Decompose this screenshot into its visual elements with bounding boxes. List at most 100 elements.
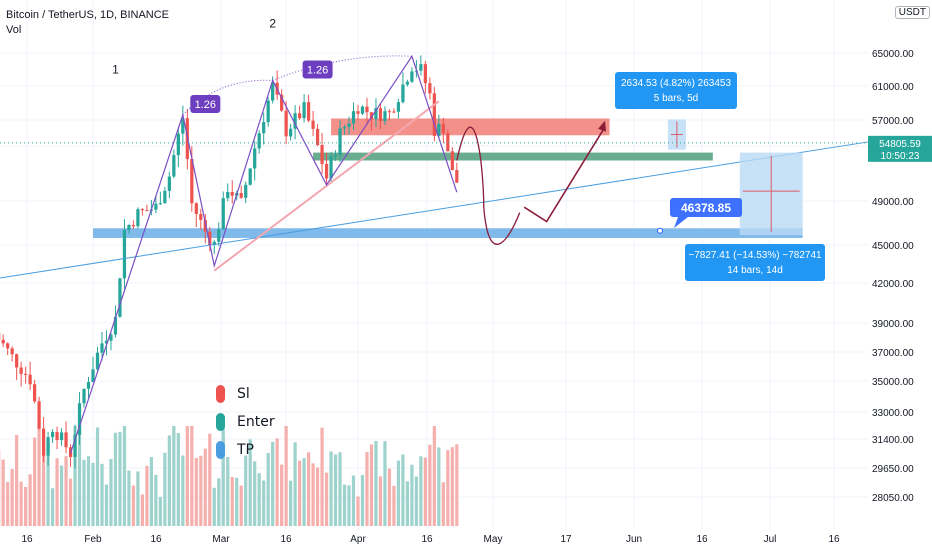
measure-up-line1: 2634.53 (4.82%) 263453 <box>621 78 732 89</box>
volume-bar <box>176 433 180 526</box>
candle-body <box>194 203 198 214</box>
volume-bar <box>239 485 243 526</box>
volume-bar <box>441 482 445 526</box>
volume-bar <box>446 450 450 526</box>
measure-down-line2: 14 bars, 14d <box>727 265 783 276</box>
volume-bar <box>356 496 360 526</box>
candle-body <box>217 229 221 242</box>
candle-body <box>302 102 306 119</box>
volume-bar <box>302 458 306 526</box>
volume-bar <box>437 447 441 526</box>
candle-body <box>28 374 32 385</box>
legend-item-tp: TP <box>216 436 275 464</box>
volume-bar <box>253 461 257 526</box>
candle-body <box>122 229 127 279</box>
volume-bar <box>450 447 454 526</box>
candle-body <box>95 352 100 370</box>
volume-indicator-label[interactable]: Vol <box>6 24 22 36</box>
volume-bar <box>271 441 275 526</box>
volume-bar <box>221 428 225 526</box>
measure-down-line1: −7827.41 (−14.53%) −782741 <box>688 250 822 261</box>
volume-bar <box>360 474 365 526</box>
candle-body <box>181 118 185 134</box>
volume-bar <box>185 426 189 526</box>
volume-bar <box>244 455 248 526</box>
volume-bar <box>423 457 427 526</box>
volume-bar <box>118 431 122 526</box>
price-tag-anchor <box>657 227 663 234</box>
volume-bar <box>455 444 459 526</box>
candle-body <box>374 108 378 120</box>
volume-bar <box>284 426 288 526</box>
x-tick-label: 16 <box>280 534 292 545</box>
candle-body <box>50 431 55 438</box>
currency-badge[interactable]: USDT <box>894 6 930 19</box>
volume-bar <box>275 438 279 526</box>
candle-body <box>428 83 432 94</box>
volume-bar <box>217 478 221 526</box>
volume-bar <box>378 476 383 526</box>
candle-body <box>100 343 104 353</box>
candle-body <box>37 401 41 429</box>
candle-body <box>55 431 59 441</box>
volume-bar <box>50 488 55 526</box>
volume-bar <box>374 440 378 526</box>
candle-body <box>356 111 360 114</box>
volume-bar <box>262 480 266 526</box>
zone-legend: Sl Enter TP <box>216 380 275 464</box>
legend-swatch-enter <box>216 413 225 431</box>
volume-bar <box>387 468 392 526</box>
candle-body <box>306 102 311 121</box>
current-price-countdown: 10:50:23 <box>881 151 920 162</box>
volume-bar <box>131 485 136 526</box>
legend-swatch-sl <box>216 385 225 403</box>
candle-body <box>257 133 261 149</box>
y-tick-label: 29650.00 <box>872 464 914 475</box>
volume-bar <box>410 464 414 526</box>
wave-label-2: 2 <box>269 17 276 31</box>
y-tick-label: 45000.00 <box>872 241 914 252</box>
x-tick-label: Jun <box>626 534 642 545</box>
y-tick-label: 31400.00 <box>872 435 914 446</box>
candle-body <box>221 198 225 230</box>
volume-bar <box>369 444 374 526</box>
volume-bar <box>428 444 432 526</box>
candle-body <box>172 155 176 177</box>
x-tick-label: 16 <box>150 534 162 545</box>
candle-body <box>46 437 50 456</box>
volume-bar <box>226 457 230 526</box>
legend-item-sl: Sl <box>216 380 275 408</box>
projection-curve <box>456 126 521 245</box>
volume-bar <box>127 470 131 526</box>
candle-body <box>248 168 252 185</box>
drawings <box>0 54 869 454</box>
candle-body <box>320 145 324 164</box>
volume-bar <box>24 486 28 526</box>
candle-body <box>118 278 122 317</box>
symbol-title[interactable]: Bitcoin / TetherUS, 1D, BINANCE <box>6 9 170 21</box>
volume-bar <box>41 445 46 526</box>
y-tick-label: 65000.00 <box>872 49 914 60</box>
volume-bar <box>199 455 203 526</box>
volume-bar <box>203 448 207 526</box>
candle-body <box>176 133 180 156</box>
candle-body <box>289 128 293 137</box>
volume-bar <box>315 467 320 526</box>
wave-label-1: 1 <box>112 63 119 77</box>
volume-bar <box>15 434 19 526</box>
volume-bar <box>419 456 423 526</box>
volume-bar <box>32 437 37 526</box>
volume-bar <box>73 426 77 526</box>
volume-bar <box>194 457 198 526</box>
candle-body <box>329 156 333 179</box>
volume-bar <box>172 426 176 526</box>
price-tag-label: 46378.85 <box>681 201 731 215</box>
volume-bar <box>405 481 410 526</box>
candle-body <box>271 82 275 101</box>
candle-body <box>104 340 109 344</box>
y-tick-label: 39000.00 <box>872 319 914 330</box>
volume-bar <box>1 459 5 526</box>
volume-bar <box>91 462 95 526</box>
